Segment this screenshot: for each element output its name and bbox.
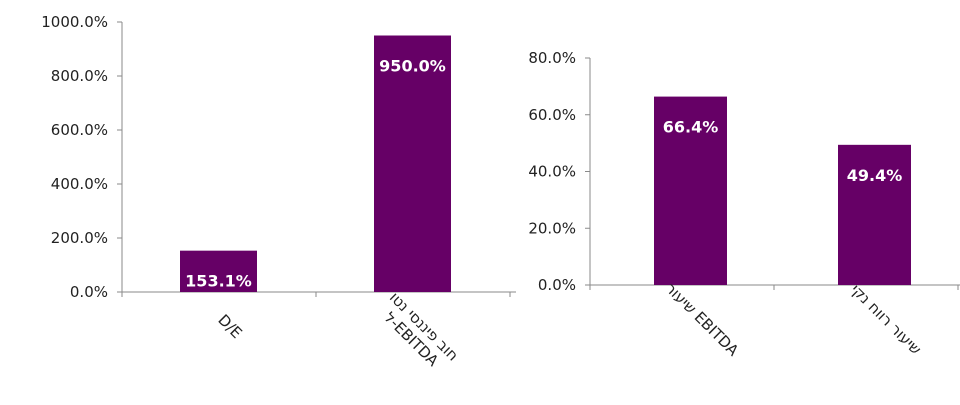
- y-tick-label: 600.0%: [51, 121, 108, 139]
- bar-0: [654, 96, 727, 285]
- bar-1: [374, 35, 451, 292]
- data-label: 950.0%: [379, 57, 446, 76]
- bar-1: [838, 144, 911, 285]
- y-tick-label: 0.0%: [538, 276, 576, 294]
- bar-0: [180, 250, 257, 292]
- y-tick-label: 40.0%: [528, 163, 576, 181]
- y-tick-label: 0.0%: [70, 283, 108, 301]
- data-label: 49.4%: [847, 166, 903, 185]
- left-bar-chart: 0.0% 200.0% 400.0% 600.0% 800.0% 1000.0% 153.1…: [41, 13, 516, 377]
- y-tick-label: 800.0%: [51, 67, 108, 85]
- category-label: שיעור EBITDA: [662, 279, 743, 360]
- category-label: שיעור רווח נקי: [847, 281, 925, 359]
- data-label: 66.4%: [663, 118, 719, 137]
- category-label: D/E: [214, 311, 245, 342]
- y-tick-label: 20.0%: [528, 219, 576, 237]
- y-tick-label: 60.0%: [528, 106, 576, 124]
- y-tick-label: 400.0%: [51, 175, 108, 193]
- y-tick-label: 200.0%: [51, 229, 108, 247]
- y-tick-label: 80.0%: [528, 49, 576, 67]
- data-label: 153.1%: [185, 272, 252, 291]
- category-label: חוב פיננסי נטול-EBITDA: [373, 288, 462, 377]
- right-bar-chart: 0.0% 20.0% 40.0% 60.0% 80.0% 66.4% שיעור EBITD…: [528, 49, 960, 360]
- y-tick-label: 1000.0%: [41, 13, 108, 31]
